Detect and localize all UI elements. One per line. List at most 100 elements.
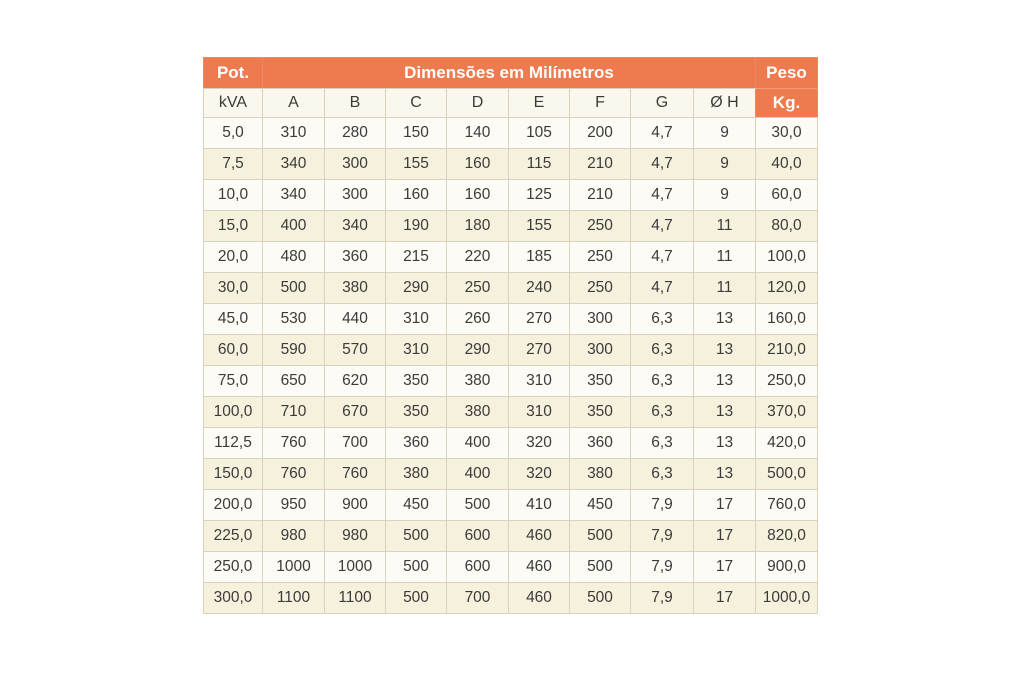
cell-e: 320 xyxy=(508,427,570,459)
cell-g: 7,9 xyxy=(630,489,694,521)
table-row: 250,0 1000 1000 500 600 460 500 7,9 17 900,0 xyxy=(203,551,818,583)
cell-d: 250 xyxy=(446,272,509,304)
cell-peso: 40,0 xyxy=(755,148,818,180)
cell-kva: 60,0 xyxy=(203,334,263,366)
cell-kva: 150,0 xyxy=(203,458,263,490)
cell-peso: 30,0 xyxy=(755,117,818,149)
cell-kva: 7,5 xyxy=(203,148,263,180)
cell-d: 140 xyxy=(446,117,509,149)
cell-kva: 10,0 xyxy=(203,179,263,211)
cell-c: 500 xyxy=(385,520,447,552)
cell-b: 700 xyxy=(324,427,386,459)
cell-e: 310 xyxy=(508,396,570,428)
table-row: 150,0 760 760 380 400 320 380 6,3 13 500,0 xyxy=(203,458,818,490)
header-peso-kg: Peso Kg. xyxy=(755,57,818,118)
header-col-a: A xyxy=(262,88,325,118)
cell-a: 530 xyxy=(262,303,325,335)
cell-oh: 17 xyxy=(693,551,756,583)
cell-b: 360 xyxy=(324,241,386,273)
cell-c: 150 xyxy=(385,117,447,149)
cell-g: 6,3 xyxy=(630,334,694,366)
cell-d: 400 xyxy=(446,458,509,490)
cell-a: 980 xyxy=(262,520,325,552)
cell-e: 240 xyxy=(508,272,570,304)
table-row: 112,5 760 700 360 400 320 360 6,3 13 420,0 xyxy=(203,427,818,459)
cell-g: 4,7 xyxy=(630,148,694,180)
cell-d: 180 xyxy=(446,210,509,242)
cell-c: 310 xyxy=(385,334,447,366)
cell-kva: 300,0 xyxy=(203,582,263,614)
cell-kva: 200,0 xyxy=(203,489,263,521)
cell-a: 1000 xyxy=(262,551,325,583)
cell-oh: 13 xyxy=(693,427,756,459)
cell-b: 300 xyxy=(324,179,386,211)
cell-f: 300 xyxy=(569,334,631,366)
cell-g: 6,3 xyxy=(630,303,694,335)
header-col-g: G xyxy=(630,88,694,118)
cell-b: 620 xyxy=(324,365,386,397)
cell-c: 350 xyxy=(385,396,447,428)
cell-peso: 420,0 xyxy=(755,427,818,459)
cell-f: 360 xyxy=(569,427,631,459)
cell-c: 360 xyxy=(385,427,447,459)
cell-e: 460 xyxy=(508,520,570,552)
header-dimensions-title: Dimensões em Milímetros xyxy=(262,57,756,89)
cell-oh: 17 xyxy=(693,520,756,552)
cell-a: 760 xyxy=(262,427,325,459)
cell-d: 220 xyxy=(446,241,509,273)
table-row: 7,5 340 300 155 160 115 210 4,7 9 40,0 xyxy=(203,148,818,180)
cell-b: 980 xyxy=(324,520,386,552)
cell-d: 260 xyxy=(446,303,509,335)
cell-e: 105 xyxy=(508,117,570,149)
cell-oh: 13 xyxy=(693,303,756,335)
cell-b: 760 xyxy=(324,458,386,490)
cell-g: 4,7 xyxy=(630,272,694,304)
cell-f: 450 xyxy=(569,489,631,521)
cell-d: 380 xyxy=(446,396,509,428)
header-col-oh: Ø H xyxy=(693,88,756,118)
header-col-e: E xyxy=(508,88,570,118)
cell-a: 950 xyxy=(262,489,325,521)
cell-a: 500 xyxy=(262,272,325,304)
table-row: 45,0 530 440 310 260 270 300 6,3 13 160,0 xyxy=(203,303,818,335)
cell-g: 4,7 xyxy=(630,210,694,242)
cell-kva: 5,0 xyxy=(203,117,263,149)
cell-f: 210 xyxy=(569,179,631,211)
cell-oh: 9 xyxy=(693,179,756,211)
header-col-f: F xyxy=(569,88,631,118)
cell-f: 500 xyxy=(569,582,631,614)
cell-kva: 100,0 xyxy=(203,396,263,428)
cell-a: 310 xyxy=(262,117,325,149)
cell-a: 1100 xyxy=(262,582,325,614)
cell-kva: 15,0 xyxy=(203,210,263,242)
header-col-d: D xyxy=(446,88,509,118)
cell-c: 290 xyxy=(385,272,447,304)
cell-c: 215 xyxy=(385,241,447,273)
cell-oh: 11 xyxy=(693,272,756,304)
cell-kva: 75,0 xyxy=(203,365,263,397)
cell-oh: 9 xyxy=(693,148,756,180)
header-kva: kVA xyxy=(203,88,263,118)
table-row: 5,0 310 280 150 140 105 200 4,7 9 30,0 xyxy=(203,117,818,149)
cell-g: 4,7 xyxy=(630,179,694,211)
cell-kva: 225,0 xyxy=(203,520,263,552)
cell-g: 6,3 xyxy=(630,396,694,428)
cell-a: 340 xyxy=(262,179,325,211)
cell-c: 500 xyxy=(385,582,447,614)
cell-oh: 17 xyxy=(693,489,756,521)
cell-peso: 900,0 xyxy=(755,551,818,583)
cell-b: 440 xyxy=(324,303,386,335)
header-col-c: C xyxy=(385,88,447,118)
cell-g: 4,7 xyxy=(630,117,694,149)
cell-d: 700 xyxy=(446,582,509,614)
cell-g: 6,3 xyxy=(630,365,694,397)
table-row: 10,0 340 300 160 160 125 210 4,7 9 60,0 xyxy=(203,179,818,211)
cell-peso: 160,0 xyxy=(755,303,818,335)
cell-a: 650 xyxy=(262,365,325,397)
table-row: 225,0 980 980 500 600 460 500 7,9 17 820,0 xyxy=(203,520,818,552)
cell-e: 270 xyxy=(508,303,570,335)
cell-peso: 760,0 xyxy=(755,489,818,521)
cell-a: 340 xyxy=(262,148,325,180)
cell-d: 160 xyxy=(446,148,509,180)
cell-b: 300 xyxy=(324,148,386,180)
